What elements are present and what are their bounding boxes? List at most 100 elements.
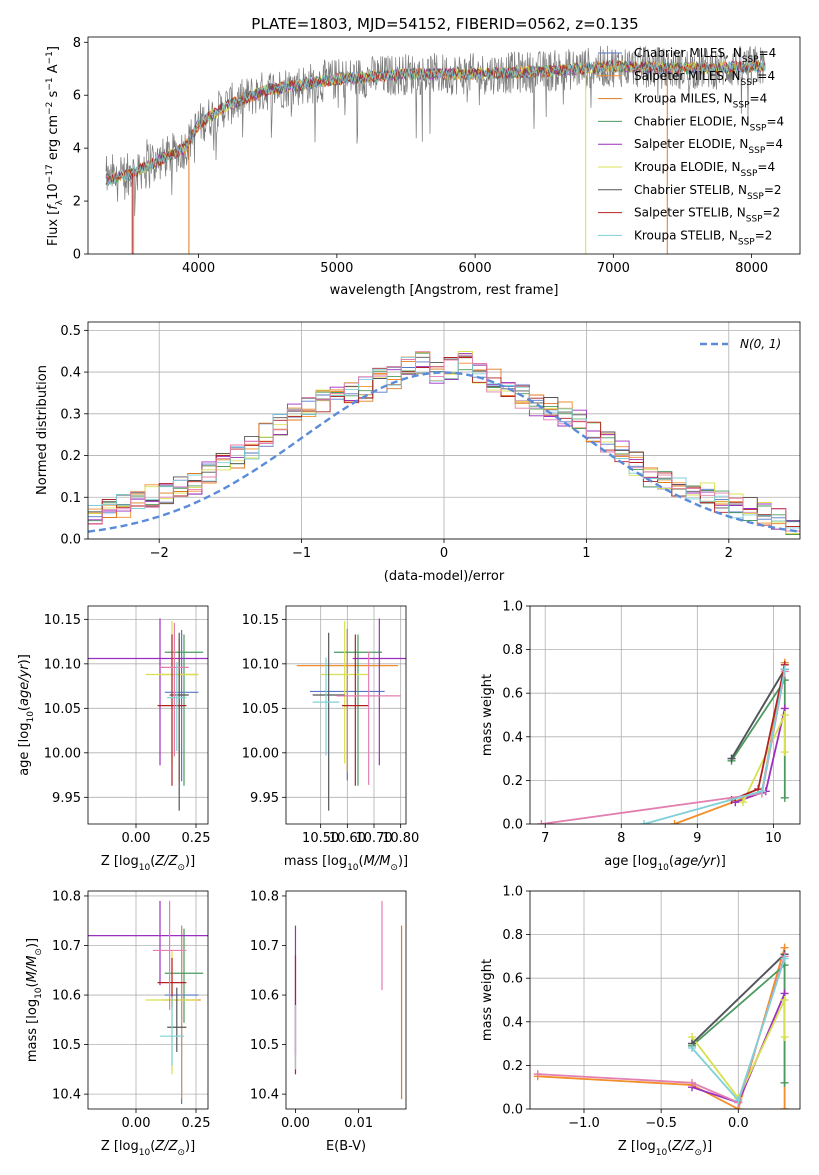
mass-weight-marker	[727, 754, 736, 763]
y-tick-label: 10.4	[250, 1088, 279, 1103]
panel-age_vs_Z: 0.00 0.25 9.95 10.00 10.05 10.10 10.15	[44, 605, 210, 846]
mass-weight-marker	[670, 820, 679, 824]
label-part: (	[150, 854, 155, 869]
label-part: SSP	[746, 215, 763, 225]
y-tick-label: 10.6	[250, 989, 279, 1004]
model-spectrum-line	[105, 60, 766, 186]
plot-area	[294, 900, 403, 1100]
axes-frame	[87, 890, 209, 1110]
x-tick-label: 7	[541, 831, 549, 846]
label-part: (	[17, 706, 32, 711]
mass-weight-marker	[780, 1078, 789, 1087]
y-tick-label: 0.2	[502, 774, 523, 789]
label-part: Chabrier MILES, N	[634, 46, 742, 60]
label-part: age/yr	[674, 854, 717, 869]
label-part: SSP	[733, 101, 750, 111]
legend-label: Chabrier ELODIE, NSSP=4	[634, 114, 784, 133]
mass-weight-line	[730, 668, 786, 760]
mass-weight-marker	[734, 1096, 743, 1105]
label-part: SSP	[738, 237, 755, 247]
label-part: M/M	[25, 956, 40, 983]
axes-frame	[87, 605, 209, 825]
label-part: Z/Z	[154, 1139, 178, 1154]
y-tick-label: 0.5	[60, 324, 81, 339]
x-tick-label: 0.00	[122, 831, 151, 846]
mass-weight-marker	[533, 1070, 542, 1079]
axes-frame	[87, 321, 801, 540]
y-tick-label: 10.10	[242, 657, 279, 672]
y-axis-label: mass weight	[480, 959, 495, 1041]
label-part: age/yr	[17, 663, 32, 706]
mass-weight-marker	[688, 1043, 696, 1052]
y-tick-label: 1.0	[502, 885, 523, 900]
mass-weight-marker	[780, 711, 789, 719]
label-part: λ	[55, 199, 65, 205]
panel-mass_vs_Z: 0.00 0.25 10.4 10.5 10.6 10.7 10.8	[52, 889, 210, 1131]
label-part: Salpeter ELODIE, N	[634, 137, 748, 151]
legend-label: Kroupa ELODIE, NSSP=4	[634, 160, 775, 179]
y-tick-label: 10.5	[52, 1038, 81, 1053]
x-axis-label: Z [log10(Z/Z⊙)]	[101, 854, 195, 873]
gaussian-reference-curve	[88, 371, 800, 533]
y-tick-label: 0.1	[60, 491, 81, 506]
x-axis-label: E(B-V)	[326, 1139, 366, 1154]
histogram-step-line	[88, 352, 800, 530]
label-part: −1	[45, 51, 55, 64]
y-tick-label: 1.0	[502, 600, 523, 615]
x-tick-label: 9	[693, 831, 701, 846]
label-part: =4	[757, 69, 775, 83]
y-tick-label: 0.2	[60, 449, 81, 464]
y-tick-label: 10.05	[44, 702, 81, 717]
label-part: ⊙	[177, 863, 185, 873]
y-tick-label: 0.0	[502, 1103, 523, 1118]
panel-mass_weight_vs_age: 7 8 9 10 0.0 0.2 0.4 0.6 0.8 1.0	[502, 600, 801, 846]
histogram-step-line	[88, 356, 800, 534]
y-tick-label: 0.4	[502, 730, 523, 745]
y-tick-label: 0.4	[60, 366, 81, 381]
label-part: =2	[764, 183, 782, 197]
x-tick-label: 4000	[182, 261, 215, 276]
mass-weight-marker	[738, 798, 747, 807]
observed-spectrum-line	[105, 45, 766, 216]
y-tick-label: 10.4	[52, 1088, 81, 1103]
model-spectrum-line	[105, 60, 766, 185]
label-part: )]	[25, 938, 40, 948]
label-part: age [log	[17, 723, 32, 776]
label-part: 10	[347, 863, 359, 873]
label-part: )]	[185, 1139, 195, 1154]
label-part: s	[46, 90, 61, 101]
x-axis-label: (data-model)/error	[384, 569, 505, 584]
axes-frame	[285, 605, 407, 825]
plot-area	[88, 618, 208, 811]
x-tick-label: −0.5	[645, 1116, 677, 1131]
mass-weight-marker	[780, 996, 789, 1004]
label-part: 10	[139, 863, 151, 873]
y-tick-label: 10.10	[44, 657, 81, 672]
y-tick-label: 0.0	[502, 818, 523, 833]
y-axis-label: mass weight	[480, 674, 495, 756]
label-part: Z [log	[101, 1139, 139, 1154]
x-tick-label: −2	[150, 546, 169, 561]
y-tick-label: 10.15	[242, 613, 279, 628]
label-part: =4	[765, 137, 783, 151]
y-tick-label: 0.8	[502, 928, 523, 943]
y-tick-label: 10.7	[52, 939, 81, 954]
mass-weight-marker	[780, 748, 789, 757]
panel-mass_weight_vs_Z: −1.0 −0.5 0.0 0.0 0.2 0.4 0.6 0.8 1.0	[502, 885, 801, 1131]
plot-area	[88, 900, 208, 1105]
mass-weight-marker	[780, 954, 789, 963]
legend-label: Kroupa STELIB, NSSP=2	[634, 228, 772, 247]
label-part: 10	[34, 987, 44, 999]
histogram-step-line	[88, 355, 800, 523]
legend-label: Kroupa MILES, NSSP=4	[634, 92, 767, 111]
plot-area	[105, 45, 766, 254]
mass-weight-marker	[688, 1078, 696, 1087]
label-part: SSP	[748, 146, 765, 156]
y-tick-label: 2	[73, 195, 81, 210]
x-tick-label: 0.0	[728, 1116, 749, 1131]
label-part: ⊙	[390, 863, 398, 873]
y-tick-label: 0.6	[502, 972, 523, 987]
label-part: )]	[185, 854, 195, 869]
y-tick-label: 0.8	[502, 643, 523, 658]
